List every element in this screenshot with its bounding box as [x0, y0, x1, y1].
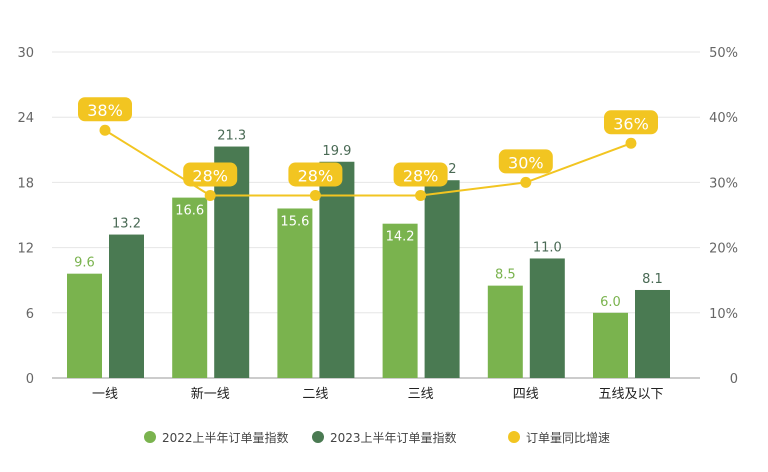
- bar-2022: [172, 197, 208, 378]
- growth-point: [309, 189, 321, 201]
- x-tick-label: 新一线: [191, 386, 230, 402]
- growth-data-label: 28%: [298, 166, 334, 185]
- legend-label: 订单量同比增速: [526, 431, 610, 445]
- y-left-tick-label: 30: [17, 46, 34, 61]
- growth-data-label: 38%: [87, 101, 123, 120]
- bar-data-label: 16.6: [175, 204, 204, 219]
- bar-2023: [424, 180, 460, 378]
- bar-data-label: 8.1: [642, 272, 663, 287]
- legend-marker: [312, 431, 324, 443]
- growth-label-box: [498, 149, 553, 174]
- bar-data-label: 21.3: [217, 129, 246, 144]
- legend-label: 2023上半年订单量指数: [330, 430, 457, 445]
- growth-label-box: [604, 110, 658, 135]
- bar-data-label: 11.0: [533, 240, 562, 255]
- growth-point: [415, 189, 427, 201]
- legend-label: 2022上半年订单量指数: [162, 430, 289, 445]
- growth-data-label: 30%: [508, 153, 544, 172]
- growth-point: [204, 189, 216, 201]
- bar-data-label: 15.6: [280, 214, 309, 229]
- x-tick-label: 五线及以下: [598, 387, 663, 402]
- bar-data-label: 9.6: [74, 256, 95, 271]
- y-left-tick-label: 12: [17, 242, 34, 257]
- bar-2023: [319, 161, 355, 378]
- growth-label-box: [78, 97, 132, 122]
- y-right-tick-label: 50%: [709, 46, 738, 61]
- growth-point: [520, 176, 532, 188]
- growth-data-label: 28%: [403, 166, 439, 185]
- growth-point: [99, 124, 111, 136]
- growth-label-box: [288, 162, 343, 187]
- bar-2022: [487, 285, 523, 378]
- growth-point: [625, 137, 637, 149]
- bar-2023: [109, 234, 144, 378]
- growth-label-box: [183, 162, 238, 187]
- x-tick-label: 四线: [513, 387, 539, 402]
- x-tick-label: 三线: [408, 387, 434, 402]
- bar-2022: [277, 208, 313, 378]
- bar-2022: [593, 312, 628, 378]
- bar-2022: [382, 223, 418, 378]
- growth-data-label: 28%: [192, 166, 228, 185]
- y-right-tick-label: 40%: [709, 111, 738, 126]
- bar-data-label: 14.2: [386, 230, 415, 245]
- y-right-tick-label: 0: [730, 372, 738, 387]
- legend-marker: [144, 431, 156, 443]
- y-right-tick-label: 20%: [709, 242, 738, 257]
- bar-2023: [529, 258, 565, 378]
- y-left-tick-label: 6: [26, 307, 34, 322]
- y-left-tick-label: 24: [17, 111, 34, 126]
- bar-data-label: 19.9: [322, 144, 351, 159]
- bar-data-label: 8.5: [495, 268, 516, 283]
- bar-2023: [635, 289, 670, 378]
- y-left-tick-label: 0: [26, 372, 34, 387]
- x-tick-label: 二线: [302, 387, 328, 402]
- growth-data-label: 36%: [613, 114, 649, 133]
- y-right-tick-label: 30%: [709, 176, 738, 191]
- x-tick-label: 一线: [92, 387, 118, 402]
- bar-2022: [67, 273, 102, 378]
- bar-data-label: 6.0: [600, 295, 621, 310]
- bar-data-label: 13.2: [112, 217, 141, 232]
- legend-marker: [508, 431, 520, 443]
- y-right-tick-label: 10%: [709, 307, 738, 322]
- y-left-tick-label: 18: [17, 176, 34, 191]
- growth-label-box: [393, 162, 448, 187]
